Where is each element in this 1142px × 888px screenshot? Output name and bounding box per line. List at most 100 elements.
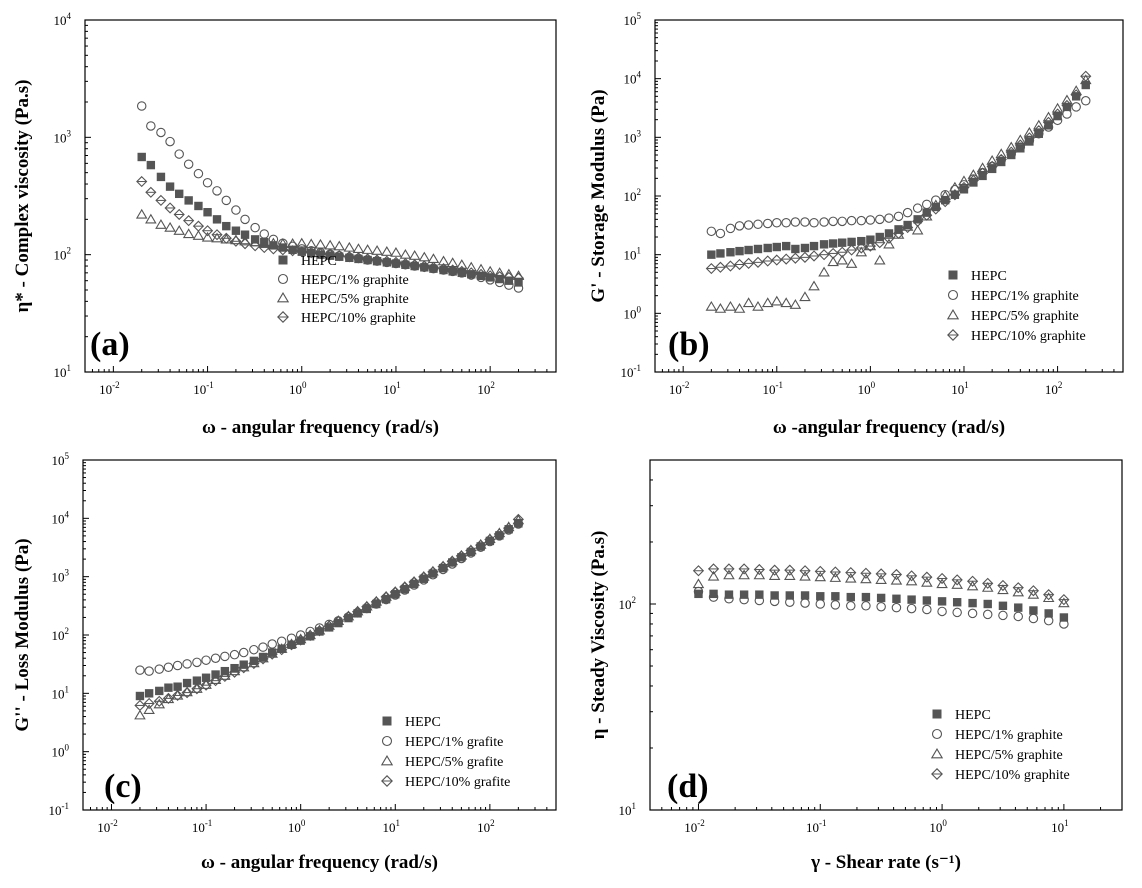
data-point: [724, 594, 734, 604]
data-point: [873, 254, 886, 265]
y-axis-title: η* - Complex viscosity (Pa.s): [12, 80, 33, 313]
data-point: [921, 199, 932, 210]
data-point: [890, 568, 903, 581]
legend: HEPC HEPC/1% grafite HEPC/5% grafite HEPC/1…: [380, 715, 510, 790]
data-point: [1051, 102, 1064, 113]
data-point: [266, 647, 278, 658]
y-tick-label: 102: [54, 246, 72, 263]
data-point: [981, 581, 994, 592]
data-point: [267, 243, 280, 255]
data-point: [192, 657, 202, 668]
data-point: [752, 300, 764, 311]
data-point: [809, 241, 819, 251]
data-point: [875, 214, 885, 225]
y-tick-label: 105: [624, 11, 642, 28]
data-point: [987, 164, 997, 174]
data-point: [231, 226, 241, 235]
data-point: [1080, 70, 1092, 82]
data-point: [949, 189, 961, 201]
data-point: [380, 590, 392, 601]
x-tick-label: 10-2: [684, 818, 705, 835]
data-point: [860, 567, 872, 579]
data-point: [714, 261, 727, 273]
data-point: [286, 633, 297, 643]
data-point: [769, 564, 781, 576]
data-point: [448, 558, 457, 567]
y-tick-label: 102: [619, 595, 637, 612]
data-point: [220, 233, 233, 244]
data-point: [228, 666, 241, 678]
data-point: [902, 221, 914, 234]
data-point: [847, 237, 856, 247]
data-point: [381, 595, 391, 604]
data-point: [457, 268, 466, 278]
x-tick-label: 102: [477, 818, 495, 835]
data-point: [266, 648, 278, 660]
data-point: [229, 649, 240, 660]
legend-label: HEPC/5% grafite: [405, 755, 503, 770]
data-point: [191, 683, 203, 693]
data-point: [705, 300, 718, 311]
data-point: [958, 175, 970, 186]
data-point: [997, 157, 1006, 167]
data-point: [156, 172, 166, 182]
data-point: [409, 579, 419, 589]
data-point: [296, 246, 308, 258]
data-point: [343, 251, 355, 263]
data-point: [381, 245, 393, 256]
data-point: [420, 263, 429, 272]
data-point: [866, 235, 875, 244]
x-axis-title: γ - Shear rate (s⁻¹): [810, 852, 961, 873]
data-point: [892, 227, 905, 240]
data-point: [238, 647, 249, 658]
data-point: [448, 267, 457, 276]
data-point: [296, 636, 305, 645]
data-point: [705, 262, 717, 275]
data-point: [361, 244, 374, 254]
data-point: [855, 242, 867, 254]
legend-marker: [381, 775, 393, 787]
data-point: [937, 597, 947, 606]
data-point: [753, 563, 765, 576]
data-point: [182, 659, 192, 669]
data-point: [998, 601, 1008, 611]
data-point: [969, 178, 978, 187]
data-point: [493, 527, 506, 538]
data-point: [875, 574, 887, 584]
x-axis-title: ω - angular frequency (rad/s): [201, 852, 438, 873]
data-point: [874, 237, 886, 249]
data-point: [903, 220, 912, 230]
data-point: [1051, 108, 1064, 120]
data-point: [380, 591, 392, 603]
data-point: [351, 605, 364, 616]
legend-marker: [946, 308, 960, 320]
legend: HEPC HEPC/1% graphite HEPC/5% graphite HEPC…: [276, 254, 416, 326]
legend-label: HEPC/10% grafite: [405, 775, 510, 790]
data-point: [361, 600, 373, 611]
plot-frame: [649, 459, 1123, 811]
data-point: [172, 660, 183, 671]
data-point: [409, 259, 421, 271]
data-point: [861, 592, 871, 602]
series-open-triangle: [705, 74, 1092, 313]
data-point: [288, 245, 297, 255]
data-point: [259, 229, 270, 239]
panel-label: (b): [668, 326, 710, 363]
data-point: [164, 221, 176, 232]
data-point: [465, 267, 477, 279]
data-point: [1042, 111, 1055, 122]
data-point: [268, 648, 277, 657]
data-point: [418, 251, 431, 262]
data-point: [958, 181, 970, 194]
data-point: [864, 240, 876, 252]
data-point: [865, 215, 876, 225]
data-point: [742, 297, 755, 308]
data-point: [769, 596, 780, 607]
data-point: [315, 627, 324, 636]
data-point: [382, 258, 392, 267]
series-open-diamond: [134, 513, 524, 712]
data-point: [474, 538, 487, 549]
data-point: [733, 258, 746, 271]
data-point: [352, 243, 365, 254]
